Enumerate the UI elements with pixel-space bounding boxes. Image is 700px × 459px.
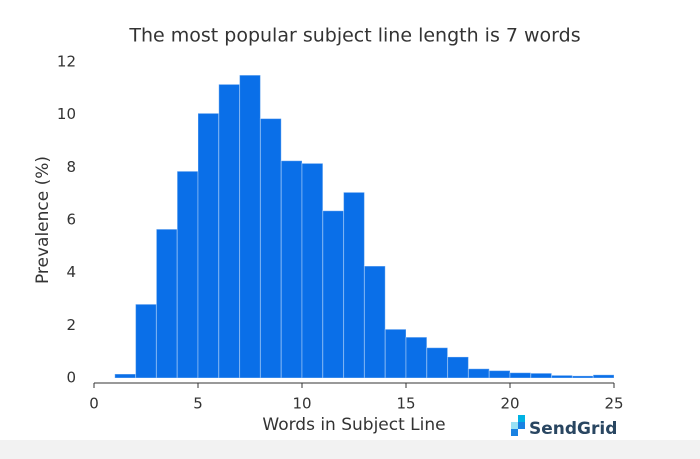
bar	[571, 375, 594, 379]
logo-square	[511, 429, 518, 436]
bar	[280, 160, 303, 379]
chart-title: The most popular subject line length is …	[128, 25, 580, 47]
bar	[488, 370, 511, 379]
y-tick-label: 10	[57, 105, 76, 123]
bar	[405, 336, 428, 379]
logo: SendGrid	[511, 415, 617, 439]
y-tick-label: 12	[57, 53, 76, 71]
x-axis-label: Words in Subject Line	[262, 415, 445, 435]
y-tick-label: 6	[66, 211, 76, 229]
x-tick-label: 0	[89, 395, 99, 413]
bar	[447, 356, 469, 379]
y-tick-label: 4	[66, 263, 76, 281]
x-tick-label: 10	[292, 395, 311, 413]
logo-square	[518, 422, 525, 429]
bar	[197, 112, 220, 379]
x-tick-label: 20	[500, 395, 519, 413]
bar	[467, 368, 490, 379]
bar	[155, 228, 178, 379]
bar	[363, 265, 386, 379]
bar	[176, 170, 199, 379]
x-tick-label: 25	[604, 395, 623, 413]
bar	[592, 374, 615, 379]
bar	[384, 328, 407, 379]
bar	[135, 303, 157, 379]
bar	[551, 374, 573, 379]
bar	[509, 372, 532, 379]
x-tick-label: 5	[193, 395, 203, 413]
logo-square	[511, 422, 518, 429]
bar	[426, 347, 449, 379]
y-tick-label: 2	[66, 316, 76, 334]
y-tick-label: 8	[66, 158, 76, 176]
logo-text: SendGrid	[529, 419, 617, 439]
bar	[259, 118, 282, 379]
x-tick-label: 15	[396, 395, 415, 413]
bar	[322, 210, 345, 379]
bar	[218, 83, 241, 379]
bar	[530, 372, 553, 379]
bar	[343, 191, 365, 379]
bar	[239, 74, 261, 379]
bar	[301, 162, 324, 379]
bar	[114, 373, 137, 379]
logo-square	[518, 415, 525, 422]
footer-band	[0, 440, 700, 459]
y-tick-label: 0	[66, 369, 76, 387]
y-axis-label: Prevalence (%)	[33, 156, 53, 284]
